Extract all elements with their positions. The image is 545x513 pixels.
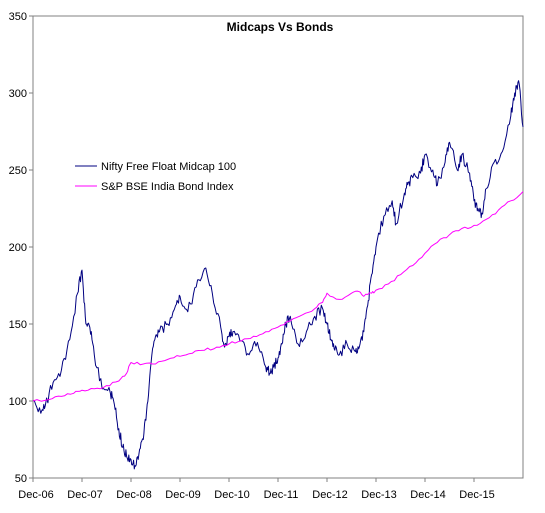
series-layer — [32, 80, 524, 470]
x-tick-label: Dec-07 — [67, 489, 102, 501]
y-tick-label: 100 — [9, 396, 27, 408]
legend-label: S&P BSE India Bond Index — [101, 181, 234, 193]
x-tick-label: Dec-12 — [312, 489, 347, 501]
x-axis: Dec-06 Dec-07 Dec-08 Dec-09 Dec-10 Dec-11 Dec-… — [18, 478, 495, 501]
legend: Nifty Free Float Midcap 100 S&P BSE India… — [75, 161, 236, 193]
x-tick-label: Dec-15 — [459, 489, 494, 501]
x-tick-label: Dec-14 — [410, 489, 445, 501]
chart-title: Midcaps Vs Bonds — [227, 20, 334, 34]
x-tick-label: Dec-11 — [264, 489, 299, 501]
x-tick-label: Dec-10 — [214, 489, 249, 501]
x-tick-label: Dec-08 — [116, 489, 151, 501]
y-tick-label: 50 — [15, 473, 27, 485]
series-line-bond — [32, 191, 524, 402]
x-tick-label: Dec-09 — [165, 489, 200, 501]
x-tick-label: Dec-13 — [361, 489, 396, 501]
y-axis: 50 100 150 200 250 300 350 — [9, 11, 33, 485]
series-line-midcap — [32, 80, 524, 470]
y-tick-label: 250 — [9, 165, 27, 177]
y-tick-label: 150 — [9, 319, 27, 331]
y-tick-label: 350 — [9, 11, 27, 23]
x-tick-label: Dec-06 — [18, 489, 53, 501]
legend-label: Nifty Free Float Midcap 100 — [101, 161, 236, 173]
y-tick-label: 300 — [9, 88, 27, 100]
y-tick-label: 200 — [9, 242, 27, 254]
